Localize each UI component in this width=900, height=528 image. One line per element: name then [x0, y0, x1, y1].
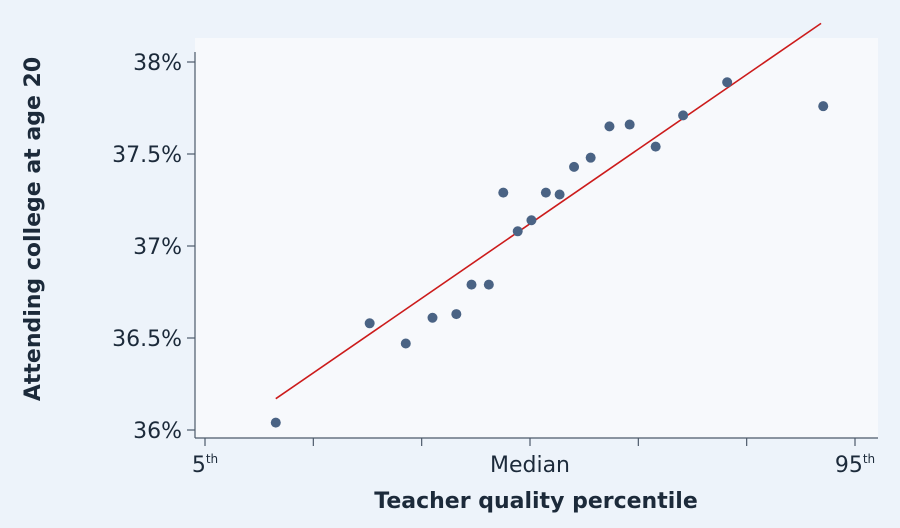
- data-point: [678, 110, 689, 121]
- data-point: [526, 215, 537, 226]
- data-point: [569, 161, 580, 172]
- y-tick-label: 37.5%: [112, 143, 182, 168]
- data-point: [400, 338, 411, 349]
- plot-area: [195, 38, 878, 438]
- data-point: [427, 312, 438, 323]
- data-point: [466, 279, 477, 290]
- y-tick-label: 38%: [133, 51, 182, 76]
- data-point: [624, 119, 635, 130]
- data-point: [483, 279, 494, 290]
- x-tick-label: Median: [490, 453, 570, 478]
- data-point: [554, 189, 565, 200]
- tick-labels: 36% 36.5% 37% 37.5% 38% 5th Median 95th: [112, 51, 875, 478]
- data-point: [585, 152, 596, 163]
- data-point: [722, 77, 733, 88]
- data-points: [270, 77, 829, 428]
- data-point: [604, 121, 615, 132]
- y-tick-label: 36.5%: [112, 327, 182, 352]
- data-point: [818, 101, 829, 112]
- data-point: [540, 187, 551, 198]
- x-tick-label: 95th: [835, 452, 875, 478]
- axes: [187, 52, 878, 446]
- data-point: [512, 226, 523, 237]
- data-point: [451, 309, 462, 320]
- data-point: [364, 318, 375, 329]
- x-axis-title: Teacher quality percentile: [374, 489, 698, 514]
- y-axis-title: Attending college at age 20: [21, 57, 46, 401]
- y-tick-label: 37%: [133, 235, 182, 260]
- data-point: [270, 417, 281, 428]
- y-tick-label: 36%: [133, 419, 182, 444]
- x-tick-label: 5th: [192, 452, 218, 478]
- data-point: [650, 141, 661, 152]
- data-point: [498, 187, 509, 198]
